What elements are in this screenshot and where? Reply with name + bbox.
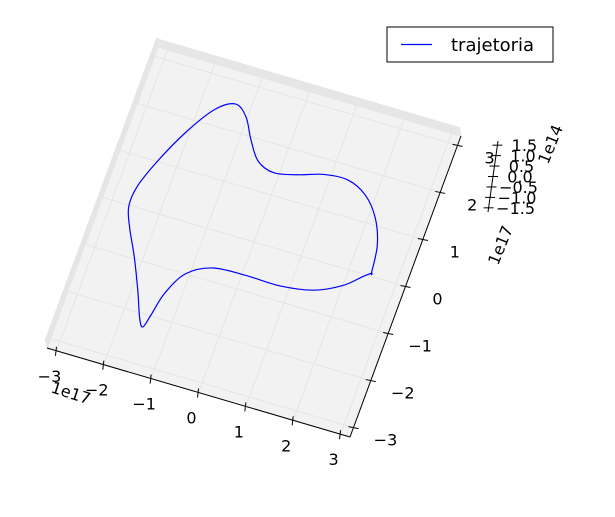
x-tick-label-2: −1 [132,395,156,414]
y-tick-3 [400,285,411,288]
x-tick-label-6: 3 [328,450,338,469]
x-tick-label-4: 1 [234,422,244,441]
y-tick-1 [365,379,376,383]
x-tick-label-0: −3 [38,367,62,386]
z-tick-label-3: 0.0 [507,168,532,187]
y-tick-label-1: −2 [391,384,415,403]
y-tick-label-2: −1 [408,337,432,356]
y-offset-label: 1e17 [484,223,517,268]
x-tick-6 [339,430,342,440]
x-tick-4 [244,402,247,412]
y-tick-6 [452,143,463,147]
y-tick-2 [383,332,394,336]
x-tick-label-5: 2 [281,436,291,455]
legend-label-trajetoria: trajetoria [451,35,534,56]
x-tick-1 [102,360,105,370]
z-gridline-0 [46,45,462,348]
z-gridline-2 [45,43,461,346]
axis-ticks [54,143,503,440]
z-gridline-1 [46,44,461,347]
z-tick-label-1: −1.0 [498,188,537,207]
z-tick-label-5: 1.0 [510,147,535,166]
axes-grid [45,38,462,435]
x-tick-0 [54,346,57,356]
y-tick-4 [417,237,428,241]
y-tick-label-6: 3 [484,148,494,167]
z-offset-label: 1e14 [534,122,567,167]
legend-frame [386,26,554,63]
x-tick-3 [197,388,199,398]
x-tick-5 [291,416,294,426]
axis-tick-labels: −3−2−10123−3−2−10123−1.5−1.0−0.50.00.51.… [38,136,538,469]
y-tick-0 [348,426,359,430]
series-line-trajetoria [127,103,379,328]
z-tick-label-6: 1.5 [512,136,537,155]
legend: trajetoria [386,26,554,63]
x-tick-label-3: 0 [186,409,196,428]
y-tick-label-5: 2 [467,195,477,214]
z-gridline-4 [45,40,461,343]
z-tick-label-0: −1.5 [496,199,535,218]
z-tick-label-2: −0.5 [499,178,538,197]
y-tick-label-4: 1 [450,242,460,261]
z-gridline-5 [45,39,460,342]
axes-panes [44,36,462,438]
z-gridline-6 [45,38,460,341]
z-tick-label-4: 0.5 [509,157,534,176]
y-tick-label-0: −3 [374,431,398,450]
x-tick-label-1: −2 [85,381,109,400]
x-tick-2 [149,374,152,384]
y-tick-5 [435,190,446,194]
series-layer [127,103,379,328]
y-tick-label-3: 0 [432,290,442,309]
z-gridline-3 [45,42,461,345]
